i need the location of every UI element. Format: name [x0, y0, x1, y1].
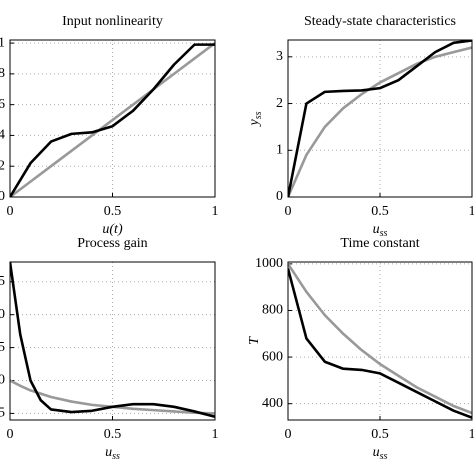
x-tick-label: 0: [285, 427, 292, 442]
line-series: [288, 268, 472, 419]
chart-title: Process gain: [77, 236, 147, 251]
x-tick-label: 0: [7, 204, 14, 219]
x-tick-label: 1: [469, 427, 474, 442]
y-tick-label: 1: [276, 142, 283, 157]
xlabel-main: u: [105, 445, 112, 460]
xlabel-label: uss: [105, 445, 120, 462]
x-tick-label: 0.5: [371, 204, 389, 219]
xlabel-label: uss: [373, 445, 388, 462]
line-series: [288, 46, 472, 197]
y-tick-label: 0.6: [0, 97, 5, 112]
ylabel-main: T: [247, 336, 262, 345]
axes-box: [9, 261, 216, 421]
axes-box: [287, 261, 473, 421]
y-tick-label: 0.2: [0, 158, 5, 173]
ylabel-label: T: [247, 336, 262, 345]
y-tick-label: 3: [276, 49, 283, 64]
ylabel-sub: ss: [253, 111, 264, 119]
chart-title: Input nonlinearity: [62, 14, 163, 29]
x-tick-label: 1: [212, 204, 219, 219]
y-tick-label: 0.4: [0, 128, 5, 143]
axes-box: [287, 39, 473, 198]
x-tick-label: 0: [285, 204, 292, 219]
y-tick-label: 10: [0, 373, 5, 388]
y-tick-label: 15: [0, 340, 5, 355]
x-tick-label: 0: [7, 427, 14, 442]
x-tick-label: 0.5: [104, 204, 122, 219]
xlabel-main: u(t): [102, 222, 123, 237]
y-tick-label: 5: [0, 406, 5, 421]
line-series: [10, 42, 215, 197]
axes-box: [9, 39, 216, 198]
chart-title: Steady-state characteristics: [304, 14, 456, 29]
y-tick-label: 1: [0, 35, 5, 50]
y-tick-label: 800: [262, 303, 283, 318]
ylabel-label: yss: [247, 111, 264, 127]
y-tick-label: 0.8: [0, 66, 5, 81]
x-tick-label: 0.5: [104, 427, 122, 442]
xlabel-sub: ss: [380, 228, 388, 239]
y-tick-label: 0: [0, 189, 5, 204]
y-tick-label: 400: [262, 396, 283, 411]
line-series: [10, 262, 215, 418]
chart-title: Time constant: [340, 236, 419, 251]
x-tick-label: 1: [212, 427, 219, 442]
y-tick-label: 0: [276, 189, 283, 204]
line-series: [288, 40, 472, 197]
xlabel-sub: ss: [380, 451, 388, 462]
x-tick-label: 0.5: [371, 427, 389, 442]
line-series: [10, 379, 215, 415]
xlabel-sub: ss: [112, 451, 120, 462]
xlabel-label: uss: [373, 222, 388, 239]
y-tick-label: 2: [276, 96, 283, 111]
y-tick-label: 25: [0, 274, 5, 289]
line-series: [10, 43, 215, 197]
y-tick-label: 20: [0, 307, 5, 322]
ylabel-main: y: [247, 119, 262, 128]
xlabel-label: u(t): [102, 222, 123, 237]
xlabel-main: u: [373, 222, 380, 237]
xlabel-main: u: [373, 445, 380, 460]
y-tick-label: 1000: [255, 256, 283, 271]
y-tick-label: 600: [262, 349, 283, 364]
line-series: [288, 263, 472, 415]
x-tick-label: 1: [469, 204, 474, 219]
